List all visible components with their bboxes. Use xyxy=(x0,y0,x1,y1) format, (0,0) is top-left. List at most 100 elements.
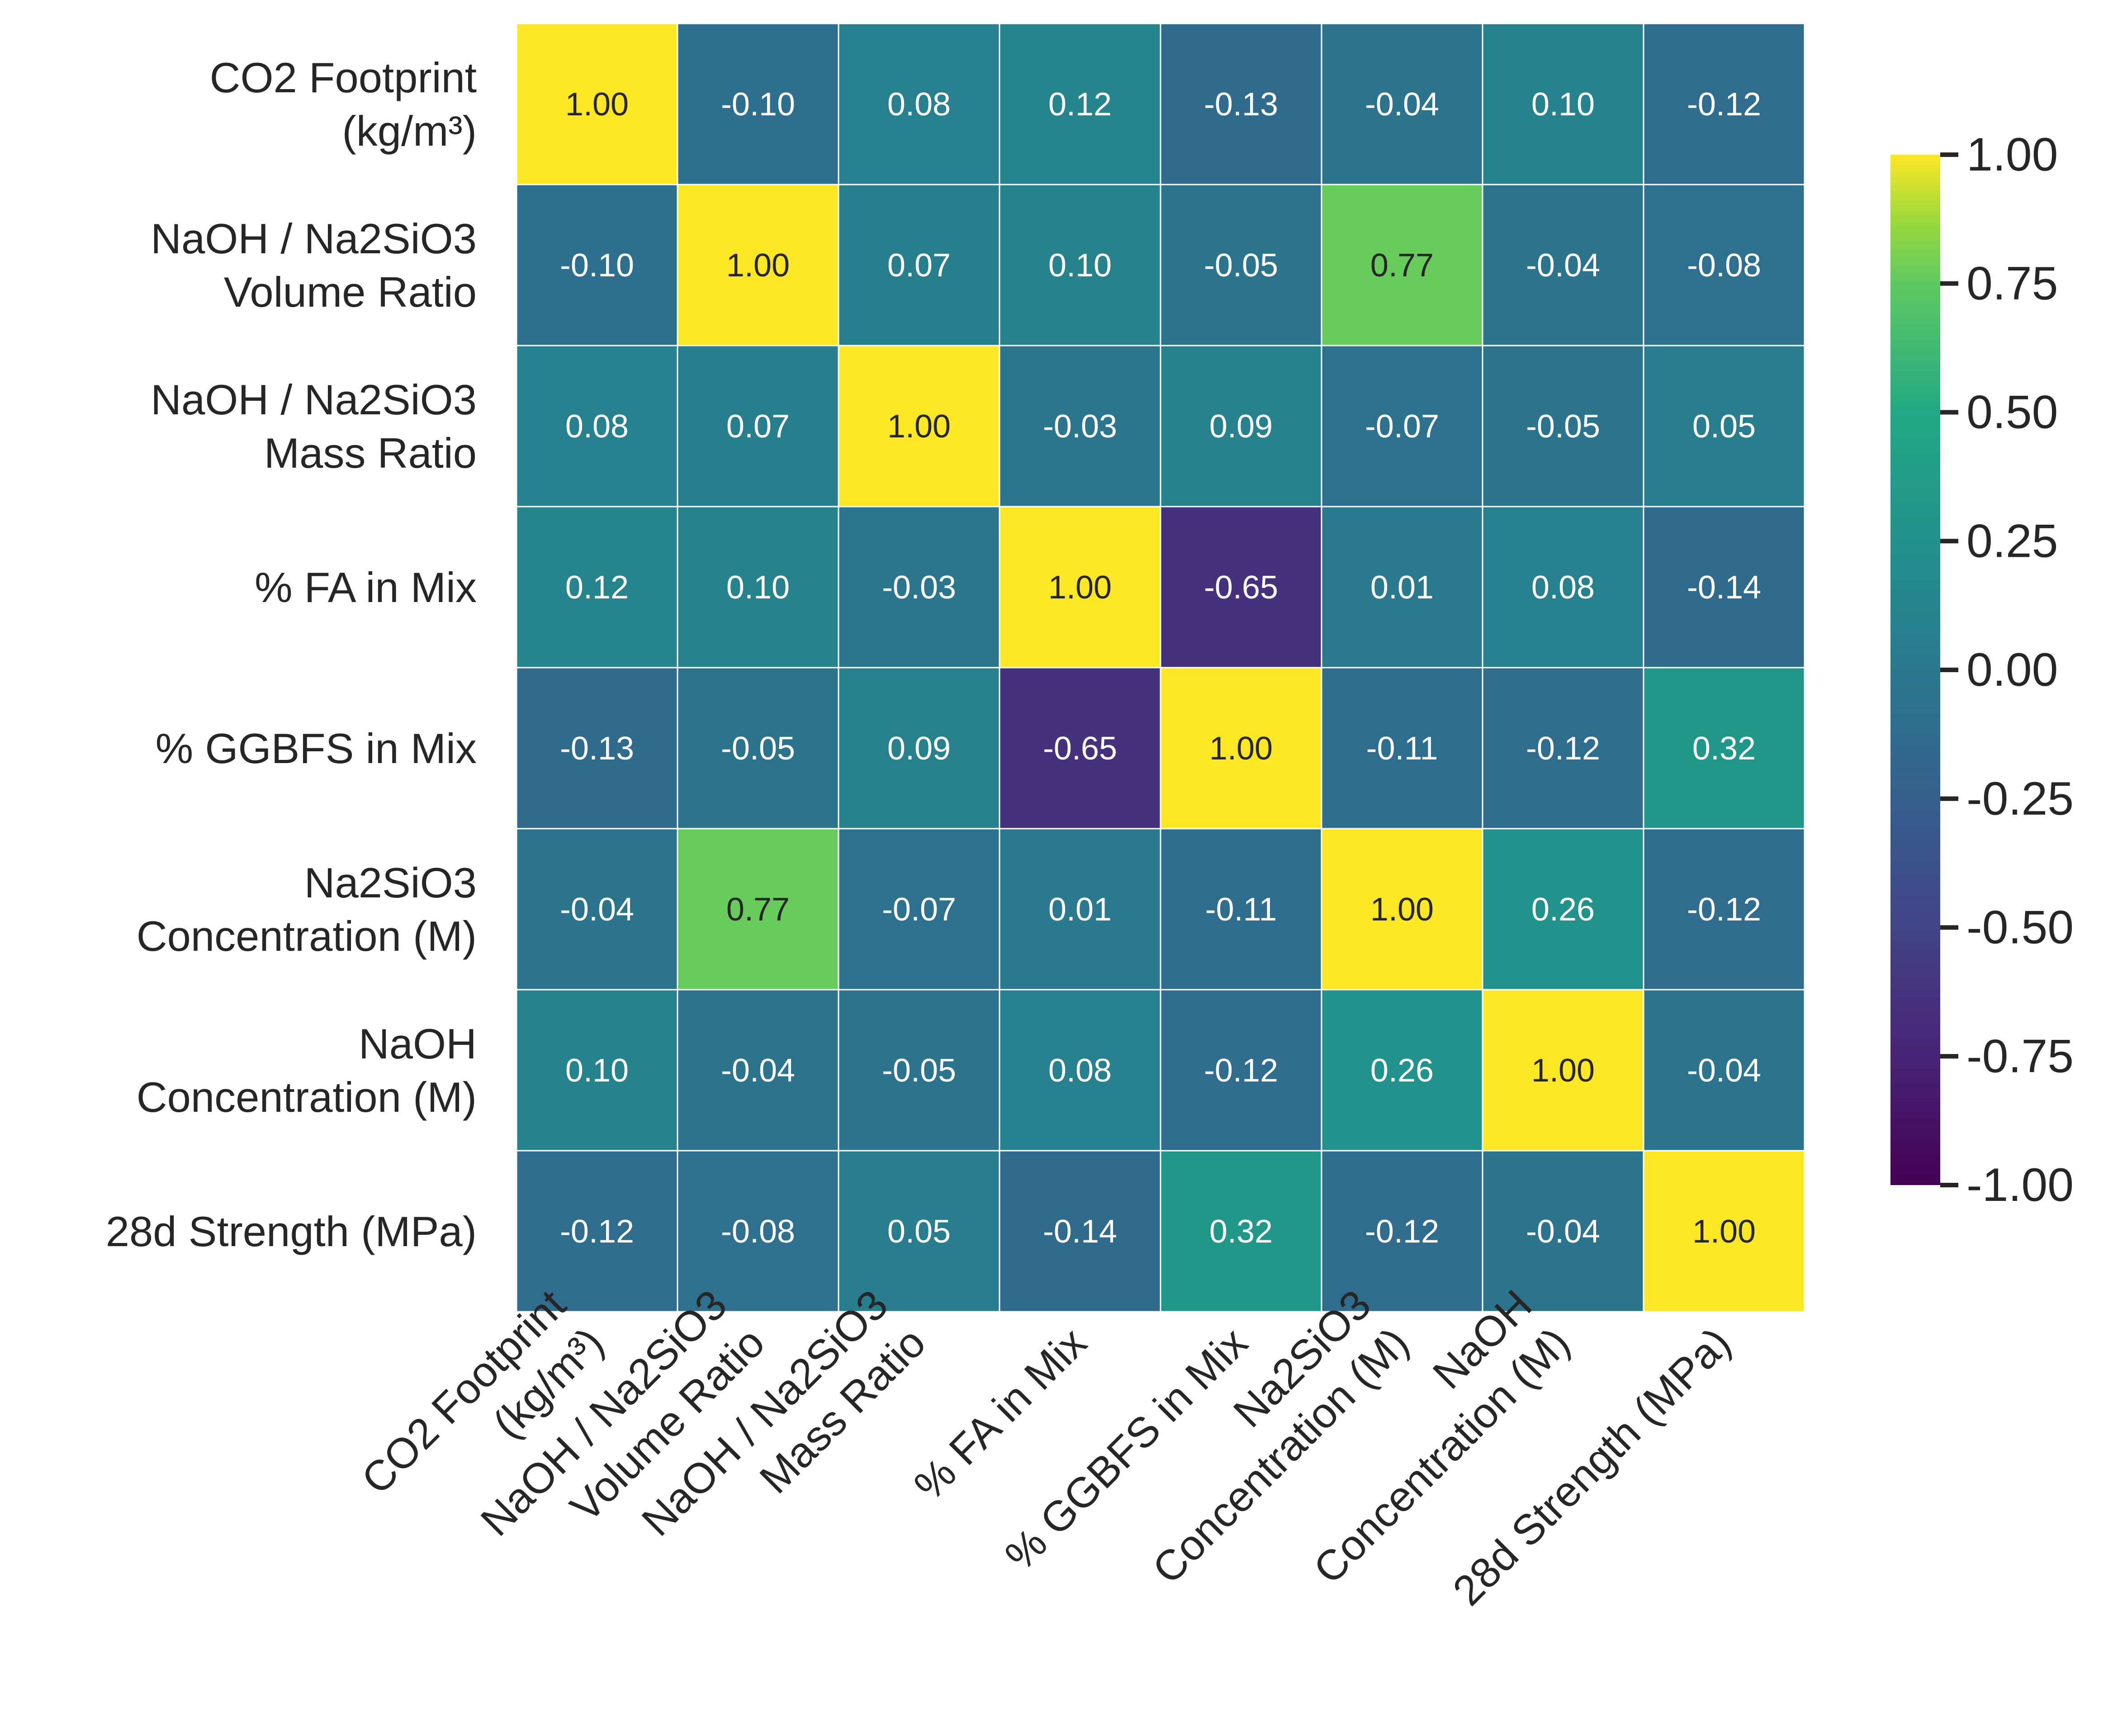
heatmap-cell xyxy=(838,345,1000,508)
row-label: % GGBFS in Mix xyxy=(156,725,477,772)
heatmap-cell xyxy=(1160,1150,1322,1313)
heatmap-cell xyxy=(1321,23,1483,185)
cell-value-label: 0.26 xyxy=(1370,1053,1434,1089)
cell-value-label: 1.00 xyxy=(1370,892,1434,928)
row-label: % FA in Mix xyxy=(255,564,477,611)
cell-value-label: 0.07 xyxy=(887,247,951,284)
cell-value-label: -0.12 xyxy=(1526,730,1600,767)
heatmap-cell xyxy=(838,1150,1000,1313)
cell-value-label: -0.08 xyxy=(1687,247,1761,284)
cell-value-label: -0.14 xyxy=(1043,1214,1117,1250)
cell-value-label: -0.65 xyxy=(1043,730,1117,767)
cell-value-label: -0.04 xyxy=(1687,1053,1761,1089)
heatmap-cell xyxy=(999,667,1161,830)
heatmap-cell xyxy=(1321,184,1483,346)
cell-value-label: -0.65 xyxy=(1204,569,1278,606)
cell-value-label: -0.03 xyxy=(1043,408,1117,445)
column-tick-labels: CO2 Footprint(kg/m³)NaOH / Na2SiO3Volume… xyxy=(352,1281,1739,1614)
row-label: NaOH / Na2SiO3 Mass Ratio xyxy=(151,376,477,477)
cell-value-label: 1.00 xyxy=(565,86,629,123)
colorbar: 1.00 0.75 0.50 0.25 0.00 -0.25 -0.50 -0.75 -1.00 xyxy=(1890,128,2074,1211)
heatmap-cell xyxy=(516,23,678,185)
colorbar-tick-label: -0.75 xyxy=(1966,1030,2074,1082)
heatmap-cell xyxy=(677,23,839,185)
heatmap-cell xyxy=(1160,506,1322,669)
cell-value-label: 1.00 xyxy=(1048,569,1112,606)
heatmap-cell xyxy=(677,1150,839,1313)
heatmap-cell xyxy=(838,506,1000,669)
heatmap-cell xyxy=(677,184,839,346)
cell-value-label: 0.10 xyxy=(726,569,790,606)
heatmap-cell xyxy=(838,828,1000,991)
cell-value-label: 1.00 xyxy=(887,408,951,445)
colorbar-tick-label: 1.00 xyxy=(1966,128,2058,181)
cell-value-label: -0.07 xyxy=(1365,408,1439,445)
colorbar-gradient xyxy=(1890,155,1940,1185)
heatmap-cell xyxy=(1321,1150,1483,1313)
cell-value-label: 0.77 xyxy=(726,892,790,928)
heatmap-cell xyxy=(1482,345,1644,508)
cell-value-label: 0.10 xyxy=(565,1053,629,1089)
cell-value-label: 0.77 xyxy=(1370,247,1434,284)
colorbar-tick-label: 0.25 xyxy=(1966,515,2058,567)
cell-value-label: 0.01 xyxy=(1048,892,1112,928)
heatmap-cell xyxy=(1321,828,1483,991)
cell-value-label: -0.05 xyxy=(1204,247,1278,284)
heatmap-cell xyxy=(999,1150,1161,1313)
heatmap-cell xyxy=(1321,989,1483,1152)
heatmap-cell xyxy=(999,345,1161,508)
heatmap-cell xyxy=(999,23,1161,185)
heatmap-cell xyxy=(1643,989,1805,1152)
row-label: NaOH Concentration (M) xyxy=(137,1020,477,1121)
heatmap-cell xyxy=(516,506,678,669)
colorbar-tick-label: 0.00 xyxy=(1966,644,2058,696)
heatmap-cell xyxy=(677,828,839,991)
heatmap-cells: 1.00 -0.10 0.08 0.12 -0.13 -0.04 0.10 -0.12 -0.1… xyxy=(516,23,1805,1313)
cell-value-label: -0.12 xyxy=(1204,1053,1278,1089)
cell-value-label: -0.04 xyxy=(1526,247,1600,284)
heatmap-cell xyxy=(1643,1150,1805,1313)
cell-value-label: -0.11 xyxy=(1366,730,1438,767)
cell-value-label: 0.08 xyxy=(1048,1053,1112,1089)
cell-value-label: -0.13 xyxy=(560,730,634,767)
heatmap-cell xyxy=(1643,345,1805,508)
heatmap-cell xyxy=(838,667,1000,830)
heatmap-cell xyxy=(1482,184,1644,346)
cell-value-label: -0.08 xyxy=(721,1214,795,1250)
cell-value-label: -0.11 xyxy=(1205,892,1277,928)
colorbar-tick-label: 0.75 xyxy=(1966,257,2058,310)
colorbar-tick-label: -0.50 xyxy=(1966,901,2074,954)
cell-value-label: -0.03 xyxy=(882,569,956,606)
heatmap-cell xyxy=(1482,667,1644,830)
heatmap-cell xyxy=(1643,184,1805,346)
heatmap-cell xyxy=(1482,1150,1644,1313)
cell-value-label: -0.05 xyxy=(882,1053,956,1089)
cell-value-label: 0.09 xyxy=(1209,408,1273,445)
cell-value-label: 0.12 xyxy=(1048,86,1112,123)
heatmap-cell xyxy=(999,506,1161,669)
cell-value-label: 0.08 xyxy=(887,86,951,123)
cell-value-label: 0.32 xyxy=(1209,1214,1273,1250)
heatmap-cell xyxy=(1643,667,1805,830)
cell-value-label: -0.04 xyxy=(1526,1214,1600,1250)
heatmap-cell xyxy=(1482,989,1644,1152)
heatmap-cell xyxy=(1160,828,1322,991)
row-label: Na2SiO3 Concentration (M) xyxy=(137,859,477,960)
cell-value-label: 1.00 xyxy=(1692,1214,1756,1250)
heatmap-cell xyxy=(1482,506,1644,669)
heatmap-cell xyxy=(516,989,678,1152)
cell-value-label: 0.08 xyxy=(565,408,629,445)
cell-value-label: 0.32 xyxy=(1692,730,1756,767)
cell-value-label: 0.05 xyxy=(887,1214,951,1250)
heatmap-cell xyxy=(1160,667,1322,830)
cell-value-label: 0.08 xyxy=(1531,569,1595,606)
heatmap-cell xyxy=(1643,23,1805,185)
heatmap-cell xyxy=(1321,345,1483,508)
heatmap-cell xyxy=(999,184,1161,346)
heatmap-cell xyxy=(1643,828,1805,991)
heatmap-cell xyxy=(516,345,678,508)
cell-value-label: -0.10 xyxy=(560,247,634,284)
cell-value-label: 1.00 xyxy=(1531,1053,1595,1089)
cell-value-label: -0.10 xyxy=(721,86,795,123)
